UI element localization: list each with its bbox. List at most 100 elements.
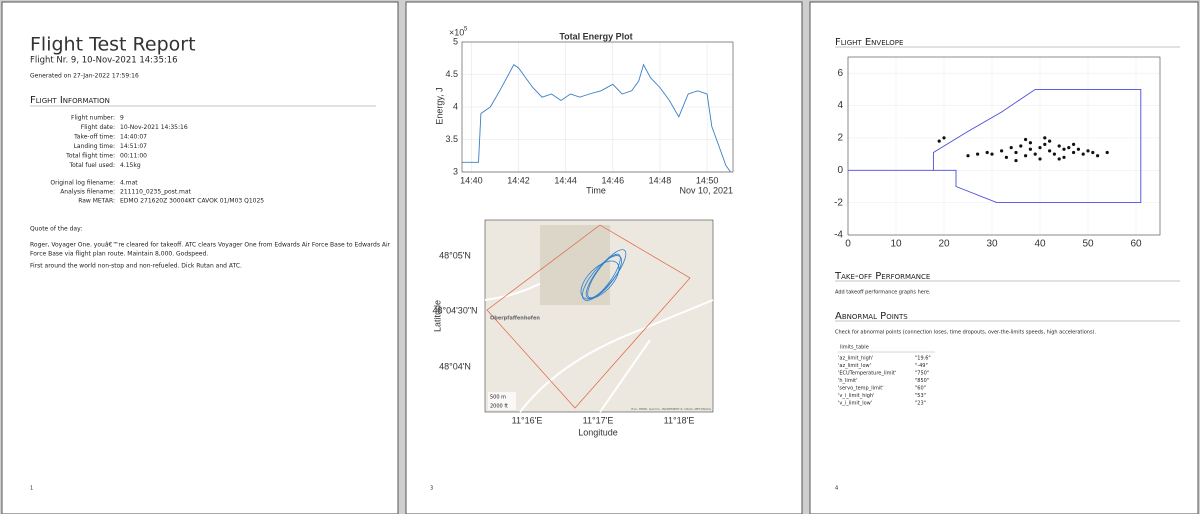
y-tick-label: 48°04'N [439, 361, 471, 371]
x-tick-label: 14:48 [649, 175, 672, 185]
point [1077, 148, 1080, 151]
table-cell: "850" [915, 378, 929, 384]
point [986, 151, 989, 154]
field-value: 00:11:00 [120, 153, 147, 160]
point [1072, 143, 1075, 146]
page: Flight Test Report Flight Nr. 9, 10-Nov-… [0, 0, 1200, 514]
y-tick-label: 4 [453, 101, 458, 111]
table-cell: "750" [915, 371, 929, 377]
x-tick-label: 14:40 [460, 175, 483, 185]
point [1029, 141, 1032, 144]
table-cell: "23" [915, 401, 926, 407]
point [1106, 151, 1109, 154]
point [1048, 149, 1051, 152]
point [1043, 136, 1046, 139]
field-value: 4.15kg [120, 162, 141, 169]
point [1058, 157, 1061, 160]
y-label: Latitude [432, 300, 442, 332]
table-cell: 'h_limit' [838, 378, 857, 384]
y-tick-label: 2 [837, 133, 843, 144]
y-tick-label: 5 [453, 36, 458, 46]
point [1010, 146, 1013, 149]
table-cell: "19.6" [915, 356, 931, 362]
table-cell: 'v_i_limit_low' [838, 401, 872, 407]
chart-title: Total Energy Plot [559, 31, 632, 41]
point [1005, 156, 1008, 159]
document: Flight Test Report Flight Nr. 9, 10-Nov-… [0, 0, 1200, 514]
x-label: Time [586, 185, 606, 195]
field-value: 14:51:07 [120, 143, 147, 150]
field-label: Raw METAR: [78, 198, 115, 205]
x-tick-label: 30 [986, 239, 998, 250]
table-cell: 'servo_temp_limit' [838, 386, 884, 392]
point [1024, 154, 1027, 157]
point [1034, 152, 1037, 155]
quote-line: Roger, Voyager One. youâ€™re cleared for… [30, 242, 391, 249]
table-cell: "60" [915, 386, 926, 392]
scale: 2000 ft [490, 404, 508, 410]
x-tick-label: 14:44 [554, 175, 577, 185]
page-number: 1 [30, 486, 33, 492]
x-tick-label: 14:46 [602, 175, 625, 185]
field-value: EDMO 271620Z 30004KT CAVOK 01/M03 Q1025 [120, 198, 264, 205]
closing: First around the world non-stop and non-… [30, 263, 242, 270]
text: Check for abnormal points (connection lo… [835, 330, 1097, 336]
section-title: Flight Envelope [835, 37, 903, 48]
point [976, 152, 979, 155]
title: Flight Test Report [30, 34, 196, 56]
y-tick-label: 6 [837, 68, 843, 79]
point [1029, 148, 1032, 151]
field-label: Total fuel used: [68, 162, 115, 169]
field-value: 10-Nov-2021 14:35:16 [120, 124, 188, 131]
field-label: Original log filename: [50, 180, 115, 187]
point [1019, 144, 1022, 147]
point [938, 140, 941, 143]
point [1000, 149, 1003, 152]
point [942, 136, 945, 139]
point [1082, 152, 1085, 155]
table-cell: "-49" [915, 363, 928, 369]
point [966, 154, 969, 157]
page-number: 3 [430, 486, 433, 492]
point [1062, 148, 1065, 151]
subtitle: Flight Nr. 9, 10-Nov-2021 14:35:16 [30, 56, 178, 66]
table-cell: 'az_limit_high' [838, 356, 873, 362]
quote-line: Force Base via flight plan route. Mainta… [30, 251, 208, 258]
table-cell: 'ECUTemperature_limit' [838, 371, 896, 377]
town: Oberpfaffenhofen [490, 316, 540, 322]
point [1086, 149, 1089, 152]
y-label: Energy, J [434, 87, 444, 124]
scale: 500 m [490, 395, 506, 401]
section-title: Take-off Performance [834, 271, 930, 282]
x-tick-label: 10 [890, 239, 902, 250]
point [1014, 151, 1017, 154]
x-tick-label: 11°16'E [512, 415, 543, 425]
y-tick-label: 4 [837, 100, 843, 111]
section-title: Abnormal Points [835, 311, 908, 322]
sheet [810, 2, 1198, 514]
table-name: limits_table [840, 345, 869, 351]
section-title: Flight Information [30, 95, 110, 106]
point [1038, 157, 1041, 160]
quote-heading: Quote of the day: [30, 226, 82, 233]
y-tick-label: 4.5 [445, 69, 458, 79]
point [1072, 151, 1075, 154]
x-tick-label: 60 [1130, 239, 1142, 250]
y-tick-label: 0 [837, 165, 843, 176]
point [1096, 154, 1099, 157]
date-label: Nov 10, 2021 [679, 185, 733, 195]
point [1014, 159, 1017, 162]
field-value: 9 [120, 115, 124, 122]
point [1048, 140, 1051, 143]
table-cell: "53" [915, 393, 926, 399]
table-cell: 'az_limit_low' [838, 363, 871, 369]
y-tick-label: 3.5 [445, 134, 458, 144]
field-label: Flight date: [81, 124, 115, 131]
page-number: 4 [835, 486, 838, 492]
x-tick-label: 0 [845, 239, 851, 250]
x-label: Longitude [578, 427, 618, 437]
y-tick-label: 48°05'N [439, 250, 471, 260]
point [1038, 146, 1041, 149]
field-label: Take-off time: [73, 134, 115, 141]
attribution: Esri, HERE, Garmin, INCREMENT P, USGS, M… [631, 407, 712, 411]
